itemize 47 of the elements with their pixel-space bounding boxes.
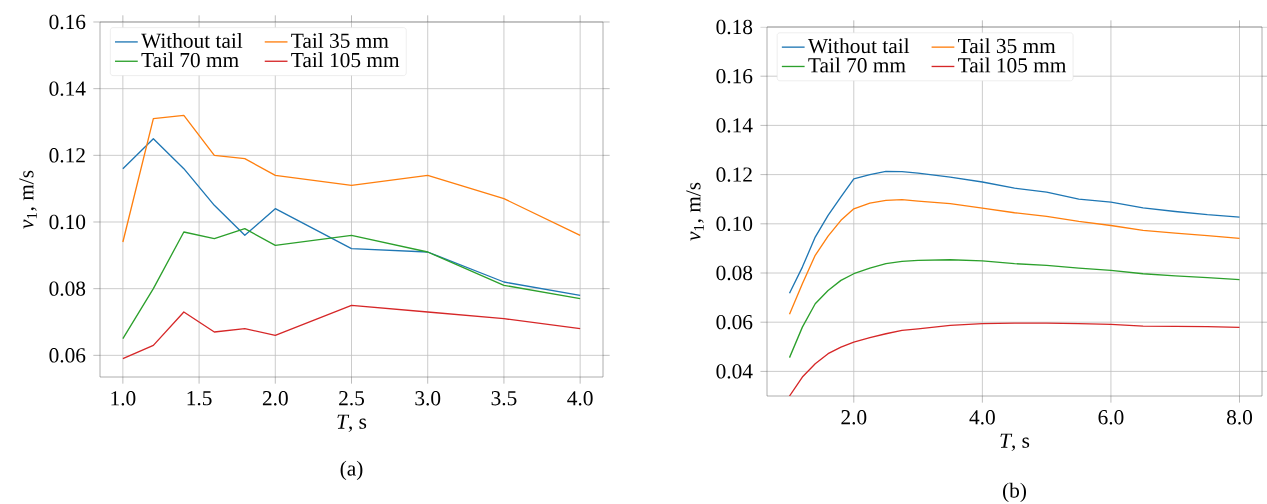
x-tick-label: 1.5 <box>187 391 212 406</box>
y-tick-label: 0.16 <box>49 14 86 30</box>
legend-label: Tail 105 mm <box>291 52 400 68</box>
x-axis-title: T, s <box>1000 433 1030 451</box>
x-tick-label: 4.0 <box>969 410 995 425</box>
y-tick-label: 0.06 <box>49 348 86 363</box>
line-series <box>122 228 581 340</box>
x-tick-label: 2.0 <box>262 391 288 406</box>
line-series <box>788 170 1241 294</box>
line-series <box>788 259 1241 359</box>
x-axis-title: T, s <box>337 414 367 432</box>
legend-label: Without tail <box>807 38 910 54</box>
legend-label: Without tail <box>141 32 243 49</box>
line-series <box>788 199 1241 315</box>
x-tick-label: 1.0 <box>111 391 136 406</box>
y-tick-label: 0.08 <box>49 281 86 296</box>
x-tick-label: 2.0 <box>841 410 867 425</box>
line-series <box>122 304 581 360</box>
y-tick-label: 0.16 <box>716 68 753 84</box>
y-tick-label: 0.04 <box>716 364 753 379</box>
line-series <box>788 322 1241 396</box>
x-tick-label: 2.5 <box>339 391 364 406</box>
y-tick-label: 0.06 <box>716 314 753 330</box>
x-tick-label: 3.5 <box>491 391 517 406</box>
y-tick-label: 0.14 <box>49 81 86 96</box>
legend-label: Tail 70 mm <box>141 52 239 68</box>
legend-label: Tail 105 mm <box>958 57 1067 73</box>
text: (b) <box>1003 482 1027 503</box>
legend-label: Tail 35 mm <box>958 38 1056 54</box>
legend-label: Tail 70 mm <box>808 57 906 73</box>
x-tick-label: 8.0 <box>1226 410 1253 425</box>
x-tick-label: 4.0 <box>567 391 593 406</box>
line-series <box>122 137 581 296</box>
y-axis-title: v$_{1}$, m/s <box>19 170 37 229</box>
x-tick-label: 6.0 <box>1098 410 1124 425</box>
legend-label: Tail 35 mm <box>291 32 389 48</box>
y-tick-label: 0.18 <box>716 19 753 35</box>
x-tick-label: 3.0 <box>415 391 441 406</box>
y-axis-title: v$_{1}$, m/s <box>686 182 704 241</box>
y-tick-label: 0.12 <box>716 167 752 182</box>
y-tick-label: 0.14 <box>716 118 753 133</box>
y-tick-label: 0.08 <box>716 265 753 281</box>
y-tick-label: 0.10 <box>716 216 753 232</box>
line-series <box>122 114 581 243</box>
y-tick-label: 0.12 <box>49 148 85 163</box>
text: (a) <box>340 460 363 481</box>
y-tick-label: 0.10 <box>49 214 86 230</box>
